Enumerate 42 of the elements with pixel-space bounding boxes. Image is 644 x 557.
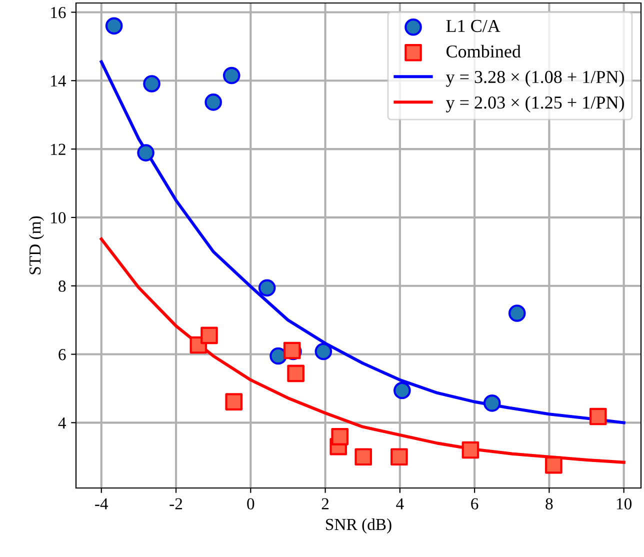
point	[508, 304, 526, 322]
point	[287, 364, 304, 382]
point	[354, 448, 372, 466]
point	[222, 66, 240, 84]
legend-label: Combined	[446, 44, 521, 58]
point	[204, 94, 222, 111]
point	[314, 342, 332, 360]
y-tick-label: 14	[51, 75, 66, 86]
point	[258, 279, 276, 297]
point	[462, 441, 480, 459]
x-tick-label: 4	[396, 498, 404, 510]
y-tick-label: 10	[51, 212, 66, 224]
x-tick-label: -4	[95, 498, 108, 510]
point	[225, 393, 243, 410]
y-tick-label: 12	[51, 144, 66, 155]
point	[390, 448, 408, 466]
y-tick-label: 8	[58, 280, 66, 292]
x-tick-label: -2	[170, 498, 182, 510]
point	[270, 347, 287, 365]
x-tick-label: 2	[322, 498, 329, 510]
y-axis-title: STD (m)	[28, 216, 44, 274]
legend-label: y = 2.03 × (1.25 + 1/PN)	[446, 96, 624, 112]
point	[143, 75, 160, 92]
point	[105, 17, 123, 35]
y-tick-label: 6	[58, 349, 66, 360]
y-tick-label: 4	[58, 417, 66, 428]
x-tick-label: 6	[471, 498, 478, 510]
x-tick-label: 0	[247, 498, 254, 510]
point	[545, 456, 562, 474]
x-tick-label: 8	[546, 498, 553, 510]
point	[331, 428, 348, 446]
point	[483, 394, 501, 412]
point	[394, 382, 411, 400]
point	[137, 144, 154, 162]
x-axis-title: SNR (dB)	[326, 518, 392, 534]
point	[589, 408, 607, 426]
point	[200, 326, 218, 344]
legend-label: y = 3.28 × (1.08 + 1/PN)	[446, 70, 624, 87]
y-tick-label: 16	[51, 6, 66, 18]
line-series	[100, 60, 626, 424]
legend-label: L1 C/A	[446, 20, 500, 32]
x-tick-label: 10	[616, 498, 632, 510]
